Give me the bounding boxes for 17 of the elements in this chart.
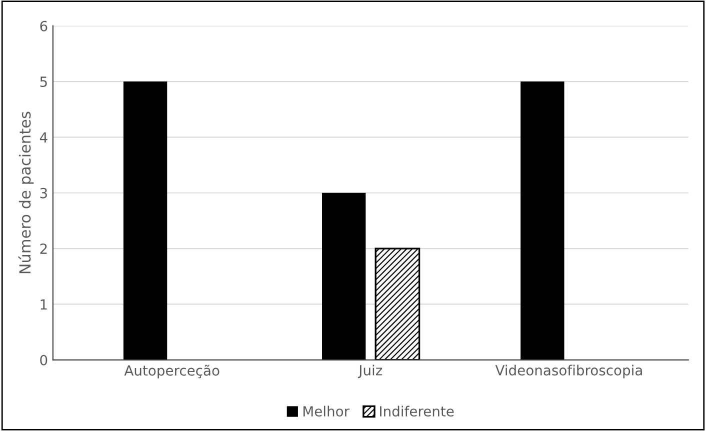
bar [374,248,420,360]
y-tick-label: 6 [40,20,48,32]
legend-label: Indiferente [380,406,454,417]
bar [123,82,168,360]
y-tick-label: 2 [40,244,47,254]
bar [322,192,366,360]
x-tick-label: Autoperceção [124,364,220,378]
y-tick-label: 5 [40,76,47,88]
bar [520,82,564,360]
y-tick-label: 1 [40,299,47,310]
legend-label: Melhor [303,406,350,417]
y-tick-label: 3 [40,188,47,198]
x-tick-label: Juiz [358,364,382,378]
y-tick-label: 4 [40,132,48,142]
x-tick-label: Videonasofibroscopia [495,364,642,378]
y-axis-title: Número de pacientes [18,112,34,274]
y-tick-label: 0 [40,354,48,366]
